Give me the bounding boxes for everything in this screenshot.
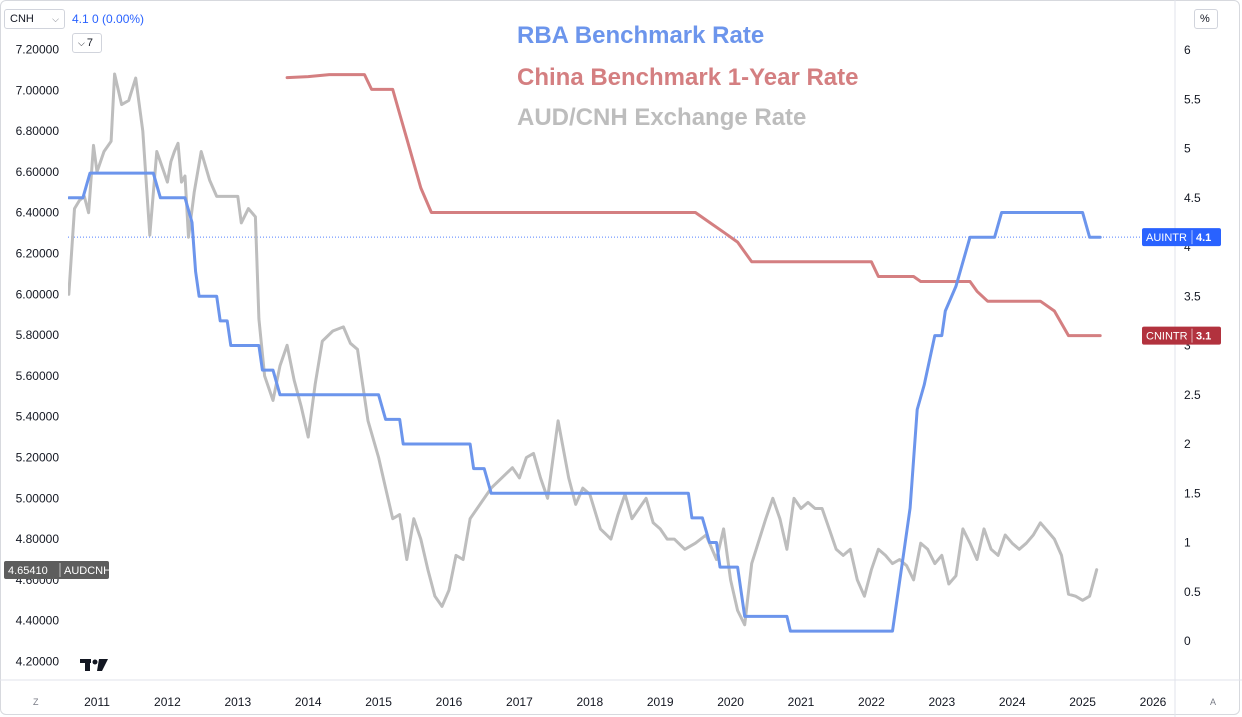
right-tick-label: 3.5 <box>1184 289 1201 303</box>
left-tick-label: 6.80000 <box>16 124 60 138</box>
title-china: China Benchmark 1-Year Rate <box>517 64 859 91</box>
x-tick-label: 2022 <box>858 695 885 709</box>
series-line-1 <box>285 73 1102 338</box>
title-rba: RBA Benchmark Rate <box>517 22 765 49</box>
china-badge <box>1142 326 1221 345</box>
percent-label: % <box>1200 13 1210 25</box>
rba-value: 4.1 <box>1196 232 1211 244</box>
x-tick-label: 2026 <box>1140 695 1167 709</box>
rba-ticker: AUINTR <box>1146 232 1187 244</box>
x-tick-label: 2014 <box>295 695 322 709</box>
left-tick-label: 6.60000 <box>16 165 60 179</box>
x-tick-label: 2020 <box>717 695 744 709</box>
right-tick-label: 2.5 <box>1184 388 1201 402</box>
legend-value: 4.1 0 (0.00%) <box>72 12 145 26</box>
right-tick-label: 6 <box>1184 43 1191 57</box>
right-tick-label: 1 <box>1184 536 1191 550</box>
collapse-legend-button[interactable]: ⌵ 7 <box>72 33 102 53</box>
chevron-down-icon: ⌵ <box>78 37 85 48</box>
right-tick-label: 0.5 <box>1184 585 1201 599</box>
right-tick-label: 0 <box>1184 634 1191 648</box>
x-tick-label: 2011 <box>84 695 110 709</box>
symbol-box[interactable]: CNH ⌵ <box>4 9 65 29</box>
right-tick-label: 4 <box>1184 240 1191 254</box>
corner-left-label[interactable]: Z <box>33 697 39 707</box>
x-tick-label: 2021 <box>788 695 815 709</box>
right-tick-label: 2 <box>1184 437 1191 451</box>
aud-value: 4.65410 <box>8 565 48 577</box>
left-tick-label: 4.40000 <box>16 614 60 628</box>
series-line-0 <box>68 171 1102 633</box>
scale-box[interactable]: % <box>1194 9 1218 29</box>
left-tick-label: 4.20000 <box>16 655 60 669</box>
left-tick-label: 5.60000 <box>16 369 60 383</box>
aud-ticker: AUDCNH <box>64 565 111 577</box>
rba-badge <box>1142 228 1221 247</box>
chevron-down-icon: ⌵ <box>52 13 59 24</box>
x-tick-label: 2024 <box>999 695 1026 709</box>
series-group <box>68 72 1102 633</box>
left-tick-label: 7.00000 <box>16 83 60 97</box>
left-tick-label: 6.40000 <box>16 206 60 220</box>
left-tick-label: 4.80000 <box>16 532 60 546</box>
title-aud: AUD/CNH Exchange Rate <box>517 104 807 131</box>
logo-stem <box>85 659 90 671</box>
left-tick-label: 6.20000 <box>16 247 60 261</box>
x-tick-label: 2015 <box>365 695 392 709</box>
left-tick-label: 7.20000 <box>16 43 60 57</box>
aud-badge <box>4 561 109 579</box>
tradingview-logo-icon <box>80 659 108 671</box>
x-tick-label: 2017 <box>506 695 533 709</box>
x-tick-label: 2016 <box>436 695 463 709</box>
x-tick-label: 2012 <box>154 695 181 709</box>
x-tick-label: 2013 <box>224 695 251 709</box>
left-tick-label: 5.80000 <box>16 328 60 342</box>
corner-right-label[interactable]: A <box>1210 697 1217 707</box>
right-tick-label: 4.5 <box>1184 191 1201 205</box>
right-tick-label: 5.5 <box>1184 92 1201 106</box>
right-tick-label: 1.5 <box>1184 486 1201 500</box>
collapse-count: 7 <box>86 37 93 49</box>
logo-slash <box>97 659 108 671</box>
x-tick-label: 2023 <box>928 695 955 709</box>
left-tick-label: 6.00000 <box>16 287 60 301</box>
x-tick-label: 2019 <box>647 695 674 709</box>
right-tick-label: 3 <box>1184 339 1191 353</box>
x-tick-label: 2025 <box>1069 695 1096 709</box>
symbol-text: CNH <box>10 13 34 25</box>
right-tick-label: 5 <box>1184 142 1191 156</box>
left-tick-label: 5.00000 <box>16 491 60 505</box>
logo-dot <box>92 659 98 665</box>
x-tick-label: 2018 <box>576 695 603 709</box>
left-tick-label: 5.20000 <box>16 451 60 465</box>
china-ticker: CNINTR <box>1146 331 1188 343</box>
china-value: 3.1 <box>1196 331 1211 343</box>
left-tick-label: 5.40000 <box>16 410 60 424</box>
series-line-2 <box>68 72 1099 627</box>
